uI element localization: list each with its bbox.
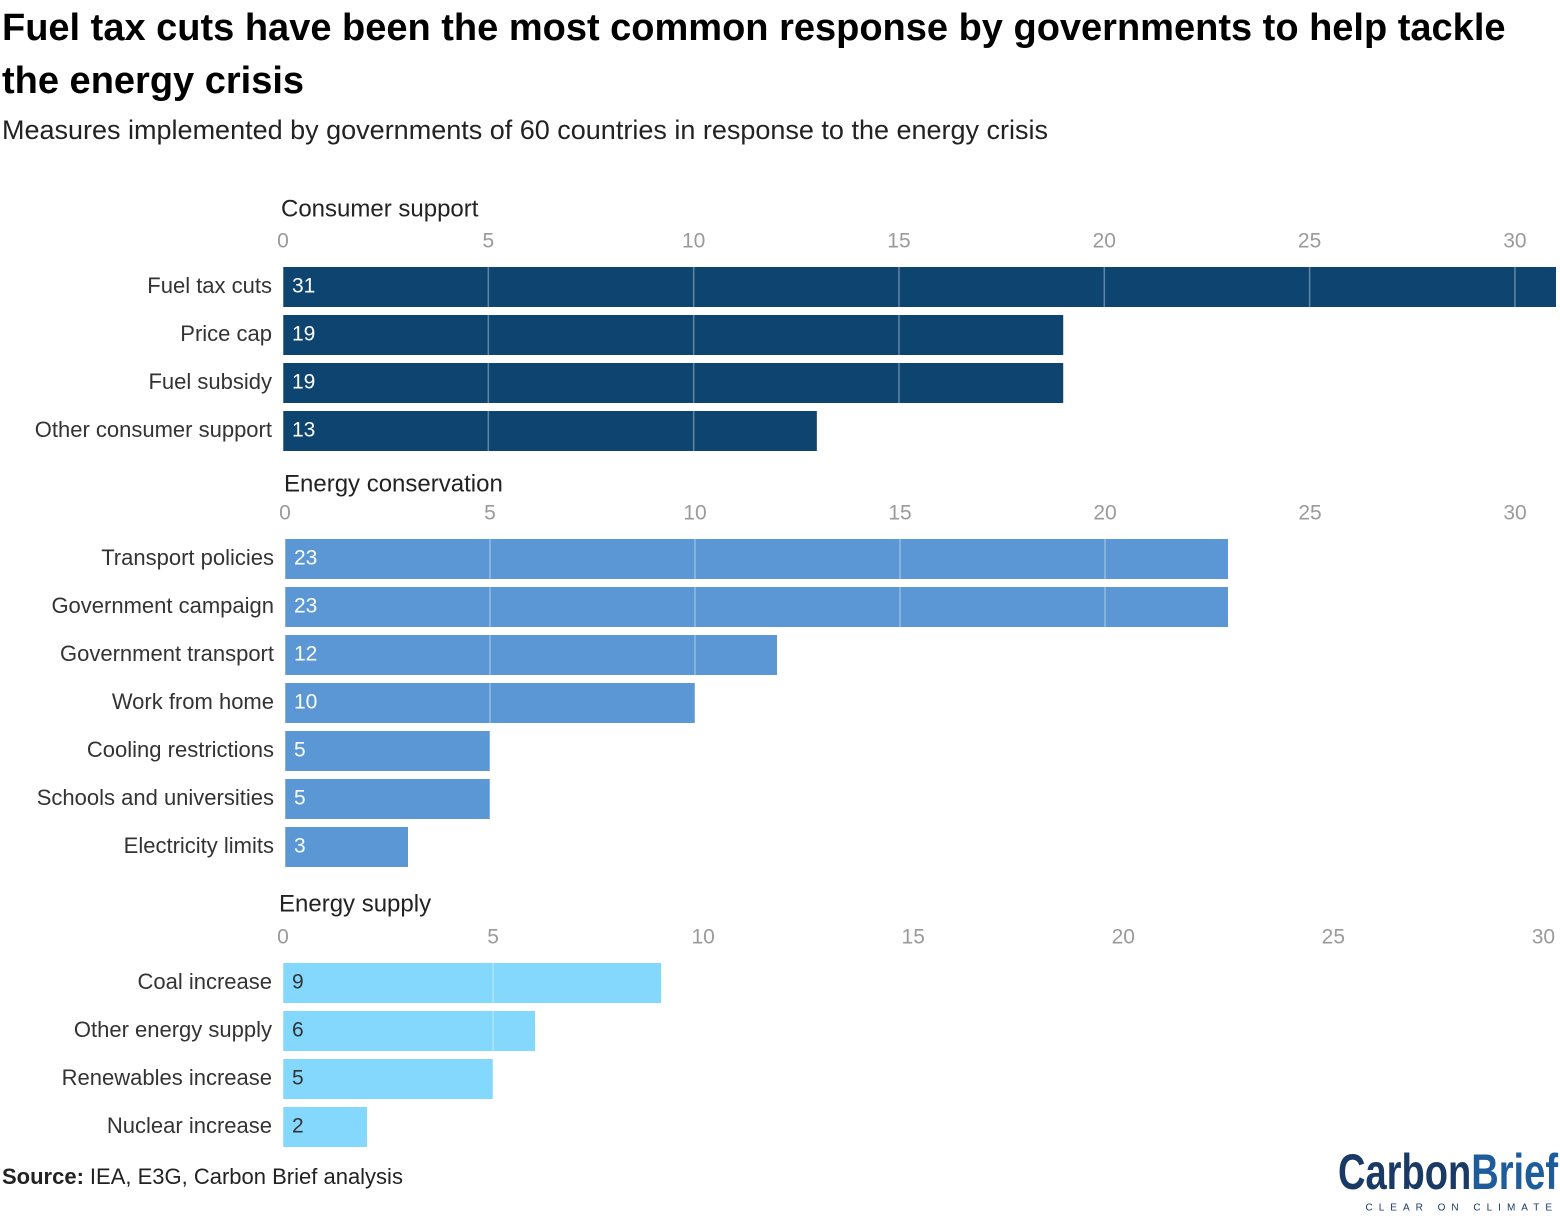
bar bbox=[285, 539, 1228, 579]
bar bbox=[285, 635, 777, 675]
category-label: Fuel subsidy bbox=[148, 369, 272, 394]
value-label: 6 bbox=[292, 1019, 304, 1042]
category-label: Cooling restrictions bbox=[87, 737, 274, 762]
value-label: 23 bbox=[294, 547, 317, 570]
category-label: Other consumer support bbox=[35, 417, 272, 442]
logo-name: Carbon bbox=[1338, 1144, 1471, 1200]
value-label: 5 bbox=[294, 787, 306, 810]
value-label: 3 bbox=[294, 835, 306, 858]
x-tick-label: 10 bbox=[683, 502, 706, 525]
value-label: 10 bbox=[294, 691, 317, 714]
bar bbox=[283, 267, 1556, 307]
x-tick-label: 15 bbox=[888, 502, 911, 525]
category-label: Fuel tax cuts bbox=[147, 273, 272, 298]
x-tick-label: 5 bbox=[487, 926, 499, 949]
chart-title: Fuel tax cuts have been the most common … bbox=[2, 7, 1506, 102]
category-label: Transport policies bbox=[101, 545, 274, 570]
category-label: Nuclear increase bbox=[107, 1113, 272, 1138]
bar bbox=[285, 827, 408, 867]
value-label: 2 bbox=[292, 1115, 304, 1138]
value-label: 19 bbox=[292, 323, 315, 346]
category-label: Schools and universities bbox=[37, 785, 274, 810]
x-tick-label: 25 bbox=[1322, 926, 1345, 949]
category-label: Government transport bbox=[60, 641, 274, 666]
category-label: Government campaign bbox=[51, 593, 274, 618]
x-tick-label: 30 bbox=[1503, 502, 1526, 525]
bar bbox=[285, 779, 490, 819]
value-label: 31 bbox=[292, 275, 315, 298]
bar bbox=[283, 1107, 368, 1147]
chart-subtitle: Measures implemented by governments of 6… bbox=[2, 115, 1048, 145]
panel-title: Energy supply bbox=[279, 890, 431, 917]
bar bbox=[283, 963, 662, 1003]
x-tick-label: 0 bbox=[277, 230, 289, 253]
x-tick-label: 25 bbox=[1298, 502, 1321, 525]
x-tick-label: 15 bbox=[902, 926, 925, 949]
value-label: 5 bbox=[292, 1067, 304, 1090]
x-tick-label: 30 bbox=[1532, 926, 1555, 949]
x-tick-label: 0 bbox=[277, 926, 289, 949]
logo-tagline: CLEAR ON CLIMATE bbox=[1366, 1203, 1559, 1214]
bar bbox=[285, 683, 695, 723]
bar bbox=[283, 411, 817, 451]
x-tick-label: 20 bbox=[1093, 230, 1116, 253]
category-label: Work from home bbox=[112, 689, 274, 714]
value-label: 12 bbox=[294, 643, 317, 666]
x-tick-label: 5 bbox=[484, 502, 496, 525]
x-tick-label: 30 bbox=[1503, 230, 1526, 253]
category-label: Other energy supply bbox=[74, 1017, 272, 1042]
value-label: 23 bbox=[294, 595, 317, 618]
category-label: Coal increase bbox=[137, 969, 272, 994]
bar bbox=[283, 1011, 536, 1051]
value-label: 19 bbox=[292, 371, 315, 394]
x-tick-label: 0 bbox=[279, 502, 291, 525]
category-label: Electricity limits bbox=[124, 833, 274, 858]
source-text: IEA, E3G, Carbon Brief analysis bbox=[90, 1164, 403, 1189]
title-line: the energy crisis bbox=[2, 60, 304, 102]
source: Source: IEA, E3G, Carbon Brief analysis bbox=[2, 1164, 403, 1189]
x-tick-label: 20 bbox=[1112, 926, 1135, 949]
panel-title: Energy conservation bbox=[284, 470, 503, 497]
value-label: 13 bbox=[292, 419, 315, 442]
bar bbox=[285, 587, 1228, 627]
value-label: 5 bbox=[294, 739, 306, 762]
logo-name: Brief bbox=[1471, 1144, 1558, 1200]
x-tick-label: 5 bbox=[482, 230, 494, 253]
bar bbox=[285, 731, 490, 771]
bar bbox=[283, 1059, 494, 1099]
category-label: Renewables increase bbox=[62, 1065, 272, 1090]
panel-title: Consumer support bbox=[281, 195, 479, 222]
source-label: Source: bbox=[2, 1164, 84, 1189]
bar bbox=[283, 315, 1064, 355]
value-label: 9 bbox=[292, 971, 304, 994]
x-tick-label: 25 bbox=[1298, 230, 1321, 253]
x-tick-label: 10 bbox=[682, 230, 705, 253]
category-label: Price cap bbox=[180, 321, 272, 346]
x-tick-label: 20 bbox=[1093, 502, 1116, 525]
bar bbox=[283, 363, 1064, 403]
title-line: Fuel tax cuts have been the most common … bbox=[2, 7, 1506, 49]
x-tick-label: 10 bbox=[691, 926, 714, 949]
x-tick-label: 15 bbox=[887, 230, 910, 253]
